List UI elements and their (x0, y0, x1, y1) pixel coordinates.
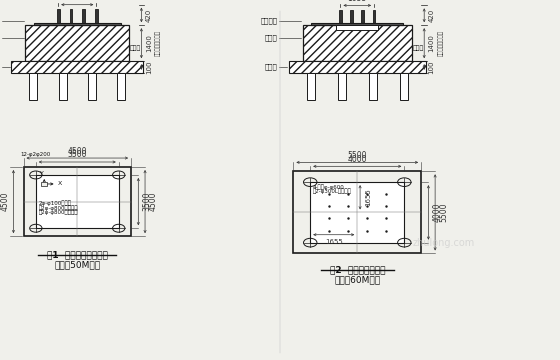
Bar (362, 10, 365, 23)
Text: 基础桩: 基础桩 (413, 46, 424, 51)
Text: 或2φ-φ800的钒孔桩: 或2φ-φ800的钒孔桩 (39, 209, 78, 215)
Bar (339, 10, 342, 23)
Text: 安装架及相关设施: 安装架及相关设施 (156, 30, 161, 56)
Bar (288, 61, 426, 73)
Text: 100: 100 (146, 60, 152, 74)
Text: 4-管桩φ-φ600: 4-管桩φ-φ600 (313, 184, 345, 190)
Bar (41, 182, 47, 186)
Bar (59, 73, 67, 100)
Bar (307, 73, 315, 100)
Text: 说明：60M塔吊: 说明：60M塔吊 (334, 275, 380, 284)
Text: 配2-φ300L型钒孔桩: 配2-φ300L型钒孔桩 (313, 188, 352, 194)
Text: 420: 420 (146, 8, 152, 22)
Text: Y: Y (40, 171, 44, 176)
Text: zhulong.com: zhulong.com (412, 238, 475, 248)
Text: 4500: 4500 (149, 192, 158, 211)
Text: 1500: 1500 (68, 0, 87, 2)
Bar (57, 9, 60, 23)
Text: 安装架及相关设施: 安装架及相关设施 (438, 30, 444, 56)
Text: 4000: 4000 (432, 203, 441, 222)
Text: 1655: 1655 (325, 239, 343, 245)
Bar (82, 9, 85, 23)
Bar (336, 25, 378, 30)
Bar (34, 23, 121, 25)
Text: 4500: 4500 (1, 192, 10, 211)
Text: 桩基础: 桩基础 (265, 35, 278, 41)
Text: 1655: 1655 (366, 188, 372, 206)
Bar (29, 73, 37, 100)
Bar (26, 25, 129, 61)
Text: 基础桩: 基础桩 (130, 46, 142, 51)
Text: 图1  塔机混凝土桩基础: 图1 塔机混凝土桩基础 (47, 250, 108, 259)
Bar (351, 10, 353, 23)
Bar (88, 73, 96, 100)
Bar (369, 73, 377, 100)
Bar (400, 73, 408, 100)
Text: 100: 100 (429, 60, 435, 74)
Bar (311, 23, 403, 25)
Bar (293, 171, 421, 253)
Bar (95, 9, 97, 23)
Text: 或2φ-φ800的钒孔桩: 或2φ-φ800的钒孔桩 (39, 205, 78, 211)
Text: 420: 420 (429, 9, 435, 22)
Text: 4000: 4000 (348, 155, 367, 164)
Text: 图2  塔机混凝土基础: 图2 塔机混凝土基础 (329, 265, 385, 274)
Bar (302, 25, 412, 61)
Bar (118, 73, 125, 100)
Text: 4500: 4500 (68, 147, 87, 156)
Text: 塔机基础: 塔机基础 (260, 18, 278, 24)
Text: 12-φ2φ200: 12-φ2φ200 (21, 152, 51, 157)
Text: 1400: 1400 (429, 34, 435, 52)
Text: 垫层层: 垫层层 (265, 64, 278, 70)
Bar (338, 73, 346, 100)
Bar (69, 9, 72, 23)
Text: X: X (58, 181, 63, 186)
Text: 2φ-φ100钒孔桩: 2φ-φ100钒孔桩 (39, 201, 72, 206)
Text: 5500: 5500 (439, 203, 448, 222)
Text: 5500: 5500 (348, 151, 367, 160)
Text: 3500: 3500 (142, 192, 151, 211)
Bar (24, 167, 131, 236)
Bar (310, 182, 404, 243)
Text: 3500: 3500 (68, 150, 87, 159)
Bar (36, 175, 119, 228)
Text: 1655: 1655 (348, 0, 367, 3)
Bar (373, 10, 375, 23)
Text: 说明：50M塔吊: 说明：50M塔吊 (54, 260, 100, 269)
Text: 1400: 1400 (146, 34, 152, 52)
Bar (12, 61, 143, 73)
